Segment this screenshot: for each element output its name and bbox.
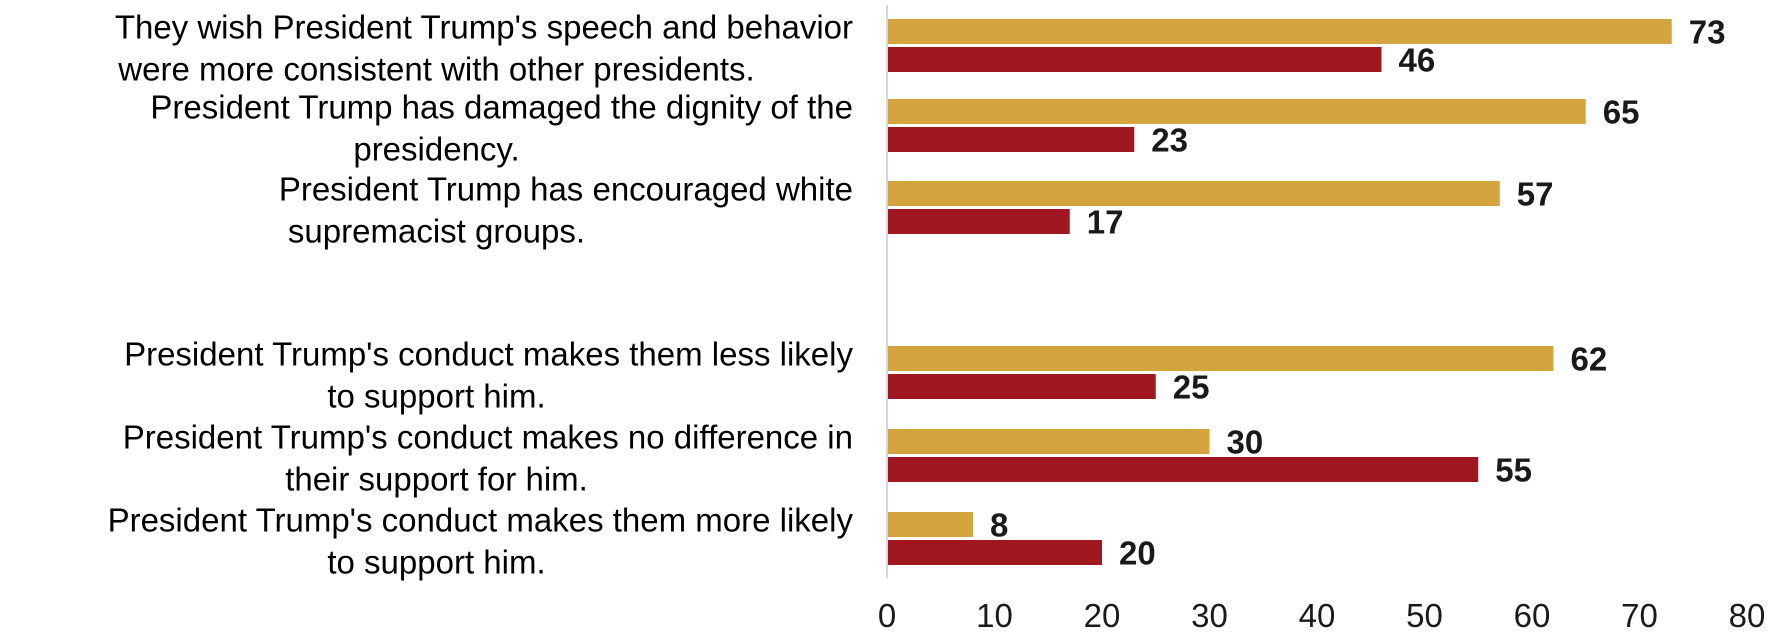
category-label: They wish President Trump's speech and b… bbox=[115, 9, 853, 46]
x-tick-label: 20 bbox=[1084, 597, 1121, 634]
x-tick-label: 0 bbox=[878, 597, 896, 634]
x-tick-label: 70 bbox=[1621, 597, 1658, 634]
value-label: 17 bbox=[1087, 204, 1124, 241]
category-label: to support him. bbox=[327, 544, 545, 581]
category-label: supremacist groups. bbox=[288, 213, 585, 250]
category-label: were more consistent with other presiden… bbox=[117, 51, 754, 88]
x-tick-label: 40 bbox=[1299, 597, 1336, 634]
value-label: 30 bbox=[1227, 424, 1264, 461]
bar-series1-6 bbox=[887, 512, 973, 537]
bar-series1-2 bbox=[887, 99, 1586, 124]
value-label: 65 bbox=[1603, 94, 1640, 131]
value-label: 23 bbox=[1151, 122, 1188, 159]
bars bbox=[887, 19, 1672, 565]
bar-series1-5 bbox=[887, 429, 1210, 454]
bar-series1-3 bbox=[887, 181, 1500, 206]
x-tick-label: 30 bbox=[1191, 597, 1228, 634]
value-label: 25 bbox=[1173, 369, 1210, 406]
value-label: 55 bbox=[1495, 452, 1532, 489]
category-label: President Trump has encouraged white bbox=[279, 171, 853, 208]
category-label: President Trump's conduct makes no diffe… bbox=[123, 419, 853, 456]
bar-series1-1 bbox=[887, 19, 1672, 44]
bar-series2-2 bbox=[887, 127, 1135, 152]
category-label: their support for him. bbox=[285, 461, 588, 498]
x-tick-label: 50 bbox=[1406, 597, 1443, 634]
value-label: 62 bbox=[1571, 341, 1608, 378]
category-label: presidency. bbox=[353, 131, 519, 168]
bar-series2-5 bbox=[887, 457, 1479, 482]
x-tick-label: 80 bbox=[1729, 597, 1766, 634]
value-label: 46 bbox=[1399, 42, 1436, 79]
x-tick-label: 60 bbox=[1514, 597, 1551, 634]
bar-series1-4 bbox=[887, 346, 1554, 371]
category-labels: They wish President Trump's speech and b… bbox=[108, 9, 854, 581]
category-label: to support him. bbox=[327, 378, 545, 415]
bar-series2-1 bbox=[887, 47, 1382, 72]
value-label: 57 bbox=[1517, 176, 1554, 213]
value-labels: 73 46 65 23 57 17 62 25 30 55 8 20 bbox=[990, 14, 1725, 572]
category-label: President Trump has damaged the dignity … bbox=[150, 89, 853, 126]
value-label: 8 bbox=[990, 507, 1008, 544]
bar-series2-3 bbox=[887, 209, 1070, 234]
value-label: 20 bbox=[1119, 535, 1156, 572]
x-tick-label: 10 bbox=[976, 597, 1013, 634]
value-label: 73 bbox=[1689, 14, 1726, 51]
category-label: President Trump's conduct makes them mor… bbox=[108, 502, 854, 539]
category-label: President Trump's conduct makes them les… bbox=[124, 336, 853, 373]
bar-series2-4 bbox=[887, 374, 1156, 399]
x-tick-labels: 0 10 20 30 40 50 60 70 80 bbox=[878, 597, 1766, 634]
bar-series2-6 bbox=[887, 540, 1102, 565]
